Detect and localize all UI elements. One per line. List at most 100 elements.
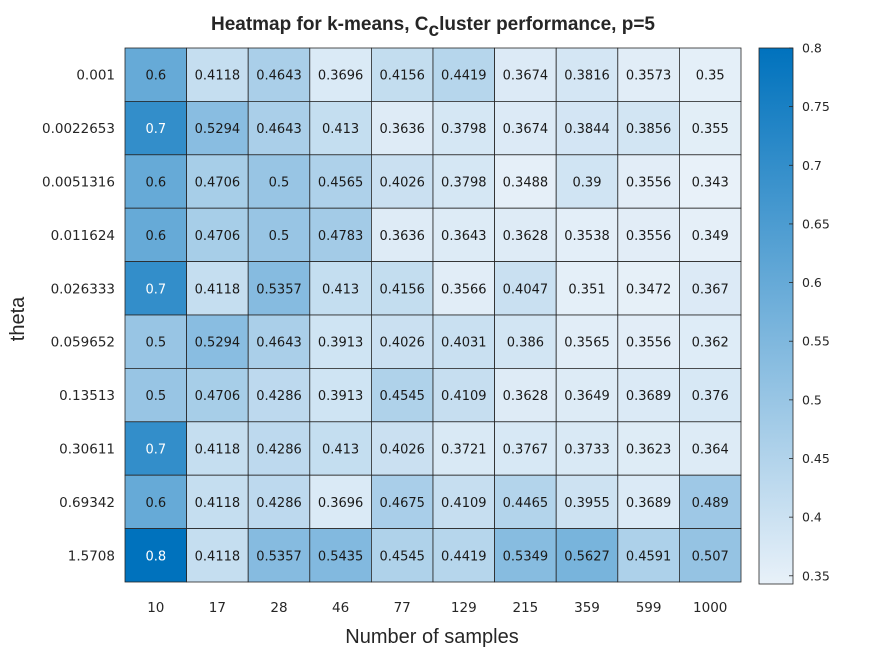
cell-value-label: 0.5627 [564,549,610,564]
cell-value-label: 0.3798 [441,122,487,137]
heatmap-cell [555,207,619,262]
title-part-end: luster performance, p=5 [439,14,655,35]
heatmap-cell [370,154,434,209]
cell-value-label: 0.3538 [564,229,610,244]
heatmap-cell [370,261,434,316]
cell-value-label: 0.3628 [503,389,549,404]
heatmap-cell [186,101,249,156]
cell-value-label: 0.4419 [441,69,487,84]
cell-value-label: 0.4031 [441,336,487,351]
heatmap-cell [186,528,249,583]
cell-value-label: 0.3649 [564,389,610,404]
heatmap-cell [186,474,249,530]
cell-value-label: 0.3623 [626,443,672,458]
heatmap-cell [432,421,495,476]
heatmap-cell [679,207,742,262]
cell-value-label: 0.355 [692,122,729,137]
cell-value-label: 0.4545 [379,389,425,404]
heatmap-cell [494,207,557,262]
x-tick-label: 28 [270,600,287,616]
heatmap-cell [432,207,495,262]
y-tick-label: 0.011624 [51,228,115,244]
heatmap-cell [617,154,680,209]
heatmap-cell [555,528,619,583]
heatmap-cell [494,367,557,423]
cell-value-label: 0.489 [692,496,729,511]
heatmap-cell [555,47,619,102]
heatmap-cell [370,207,434,262]
cell-value-label: 0.7 [145,282,166,297]
x-tick-label: 1000 [693,600,727,616]
cell-value-label: 0.343 [692,176,729,191]
cell-value-label: 0.5 [145,336,166,351]
heatmap-cell [494,528,557,583]
cell-value-label: 0.3566 [441,282,487,297]
cell-value-label: 0.4286 [256,496,302,511]
cell-value-label: 0.3721 [441,443,487,458]
colorbar-tick-label: 0.5 [802,392,822,407]
y-tick-label: 0.026333 [51,281,115,297]
y-tick-label: 0.001 [76,68,115,84]
heatmap-cell [494,154,557,209]
heatmap-cell [124,47,187,102]
cell-value-label: 0.3488 [503,176,549,191]
cell-value-label: 0.4706 [195,229,241,244]
cell-value-label: 0.364 [692,443,729,458]
cell-value-label: 0.4026 [379,176,425,191]
cell-value-label: 0.413 [322,443,359,458]
heatmap-cell [370,314,434,369]
heatmap-cell [679,474,742,530]
heatmap-cell [186,154,249,209]
cell-value-label: 0.4783 [318,229,364,244]
colorbar: 0.35 0.4 0.45 0.5 0.55 0.6 0.65 0.7 0.75 0.8 [758,41,830,585]
cell-value-label: 0.3636 [379,122,425,137]
cell-value-label: 0.4465 [503,496,549,511]
cell-value-label: 0.3556 [626,176,672,191]
colorbar-tick-label: 0.45 [802,451,830,466]
y-tick-label: 0.0051316 [42,175,115,191]
cell-value-label: 0.4286 [256,443,302,458]
cell-value-label: 0.4026 [379,443,425,458]
heatmap-cell [186,47,249,102]
cell-value-label: 0.3674 [503,69,549,84]
heatmap-cell [247,421,311,476]
cell-value-label: 0.413 [322,282,359,297]
cell-value-label: 0.4109 [441,496,487,511]
cell-value-label: 0.3733 [564,443,610,458]
heatmap-cell [309,474,372,530]
heatmap-cell [247,528,311,583]
cell-value-label: 0.7 [145,122,166,137]
cell-value-label: 0.4706 [195,176,241,191]
x-tick-label: 215 [513,600,539,616]
heatmap-cell [555,101,619,156]
heatmap-cell [309,314,372,369]
heatmap-cell [617,528,680,583]
x-tick-labels: 10 17 28 46 77 129 215 359 599 1000 [147,600,727,616]
x-tick-label: 10 [147,600,164,616]
heatmap-cell [679,154,742,209]
cell-value-label: 0.5 [269,229,290,244]
colorbar-tick-label: 0.4 [802,510,822,525]
heatmap-cell [679,528,742,583]
cell-value-label: 0.6 [145,229,166,244]
heatmap-cell [555,421,619,476]
cell-value-label: 0.3628 [503,229,549,244]
heatmap-cell [124,367,187,423]
colorbar-tick-label: 0.75 [802,99,830,114]
cell-value-label: 0.376 [692,389,729,404]
cell-value-label: 0.3472 [626,282,672,297]
heatmap-cell [124,474,187,530]
cell-value-label: 0.3573 [626,69,672,84]
cell-value-label: 0.6 [145,69,166,84]
colorbar-tick-label: 0.35 [802,568,830,583]
y-tick-label: 1.5708 [68,548,115,564]
x-tick-label: 17 [209,600,226,616]
cell-value-label: 0.4109 [441,389,487,404]
heatmap-cell [494,474,557,530]
cell-value-label: 0.4545 [379,549,425,564]
cell-value-label: 0.4118 [195,443,241,458]
heatmap-cell [555,154,619,209]
cell-value-label: 0.5294 [195,336,241,351]
x-tick-label: 46 [332,600,349,616]
heatmap-cell [432,367,495,423]
